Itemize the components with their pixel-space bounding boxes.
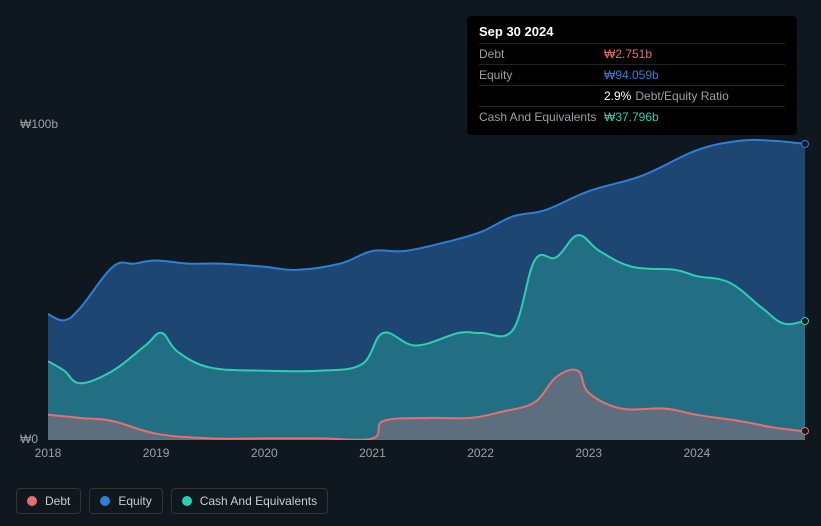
tooltip-row: Equity₩94.059b [479, 64, 785, 85]
tooltip-row-label [479, 89, 604, 103]
legend-item-debt[interactable]: Debt [16, 488, 81, 514]
tooltip-row: Debt₩2.751b [479, 43, 785, 64]
tooltip-row: Cash And Equivalents₩37.796b [479, 106, 785, 127]
x-axis: 2018201920202021202220232024 [48, 440, 805, 460]
marker-equity [801, 140, 809, 148]
x-axis-label: 2023 [575, 446, 602, 460]
tooltip-row-value: 2.9% [604, 89, 631, 103]
tooltip-row-label: Equity [479, 68, 604, 82]
legend-swatch [27, 496, 37, 506]
legend-swatch [100, 496, 110, 506]
legend-item-equity[interactable]: Equity [89, 488, 162, 514]
tooltip-row-suffix: Debt/Equity Ratio [635, 89, 728, 103]
tooltip-row-value: ₩94.059b [604, 68, 659, 82]
tooltip-row-value: ₩37.796b [604, 110, 659, 124]
marker-debt [801, 427, 809, 435]
legend-label: Equity [118, 494, 151, 508]
x-axis-label: 2018 [35, 446, 62, 460]
x-axis-label: 2022 [467, 446, 494, 460]
tooltip-row: 2.9% Debt/Equity Ratio [479, 85, 785, 106]
chart-legend: Debt Equity Cash And Equivalents [16, 488, 328, 514]
tooltip-row-value: ₩2.751b [604, 47, 652, 61]
legend-label: Debt [45, 494, 70, 508]
tooltip-row-label: Debt [479, 47, 604, 61]
legend-item-cash-and-equivalents[interactable]: Cash And Equivalents [171, 488, 328, 514]
tooltip-row-label: Cash And Equivalents [479, 110, 604, 124]
area-chart [48, 125, 805, 440]
x-axis-label: 2019 [143, 446, 170, 460]
tooltip-date: Sep 30 2024 [479, 24, 785, 39]
y-axis-label: ₩0 [20, 432, 38, 446]
x-axis-label: 2024 [683, 446, 710, 460]
x-axis-label: 2021 [359, 446, 386, 460]
chart-tooltip: Sep 30 2024 Debt₩2.751bEquity₩94.059b2.9… [467, 16, 797, 135]
legend-label: Cash And Equivalents [200, 494, 317, 508]
legend-swatch [182, 496, 192, 506]
x-axis-label: 2020 [251, 446, 278, 460]
marker-cash [801, 317, 809, 325]
